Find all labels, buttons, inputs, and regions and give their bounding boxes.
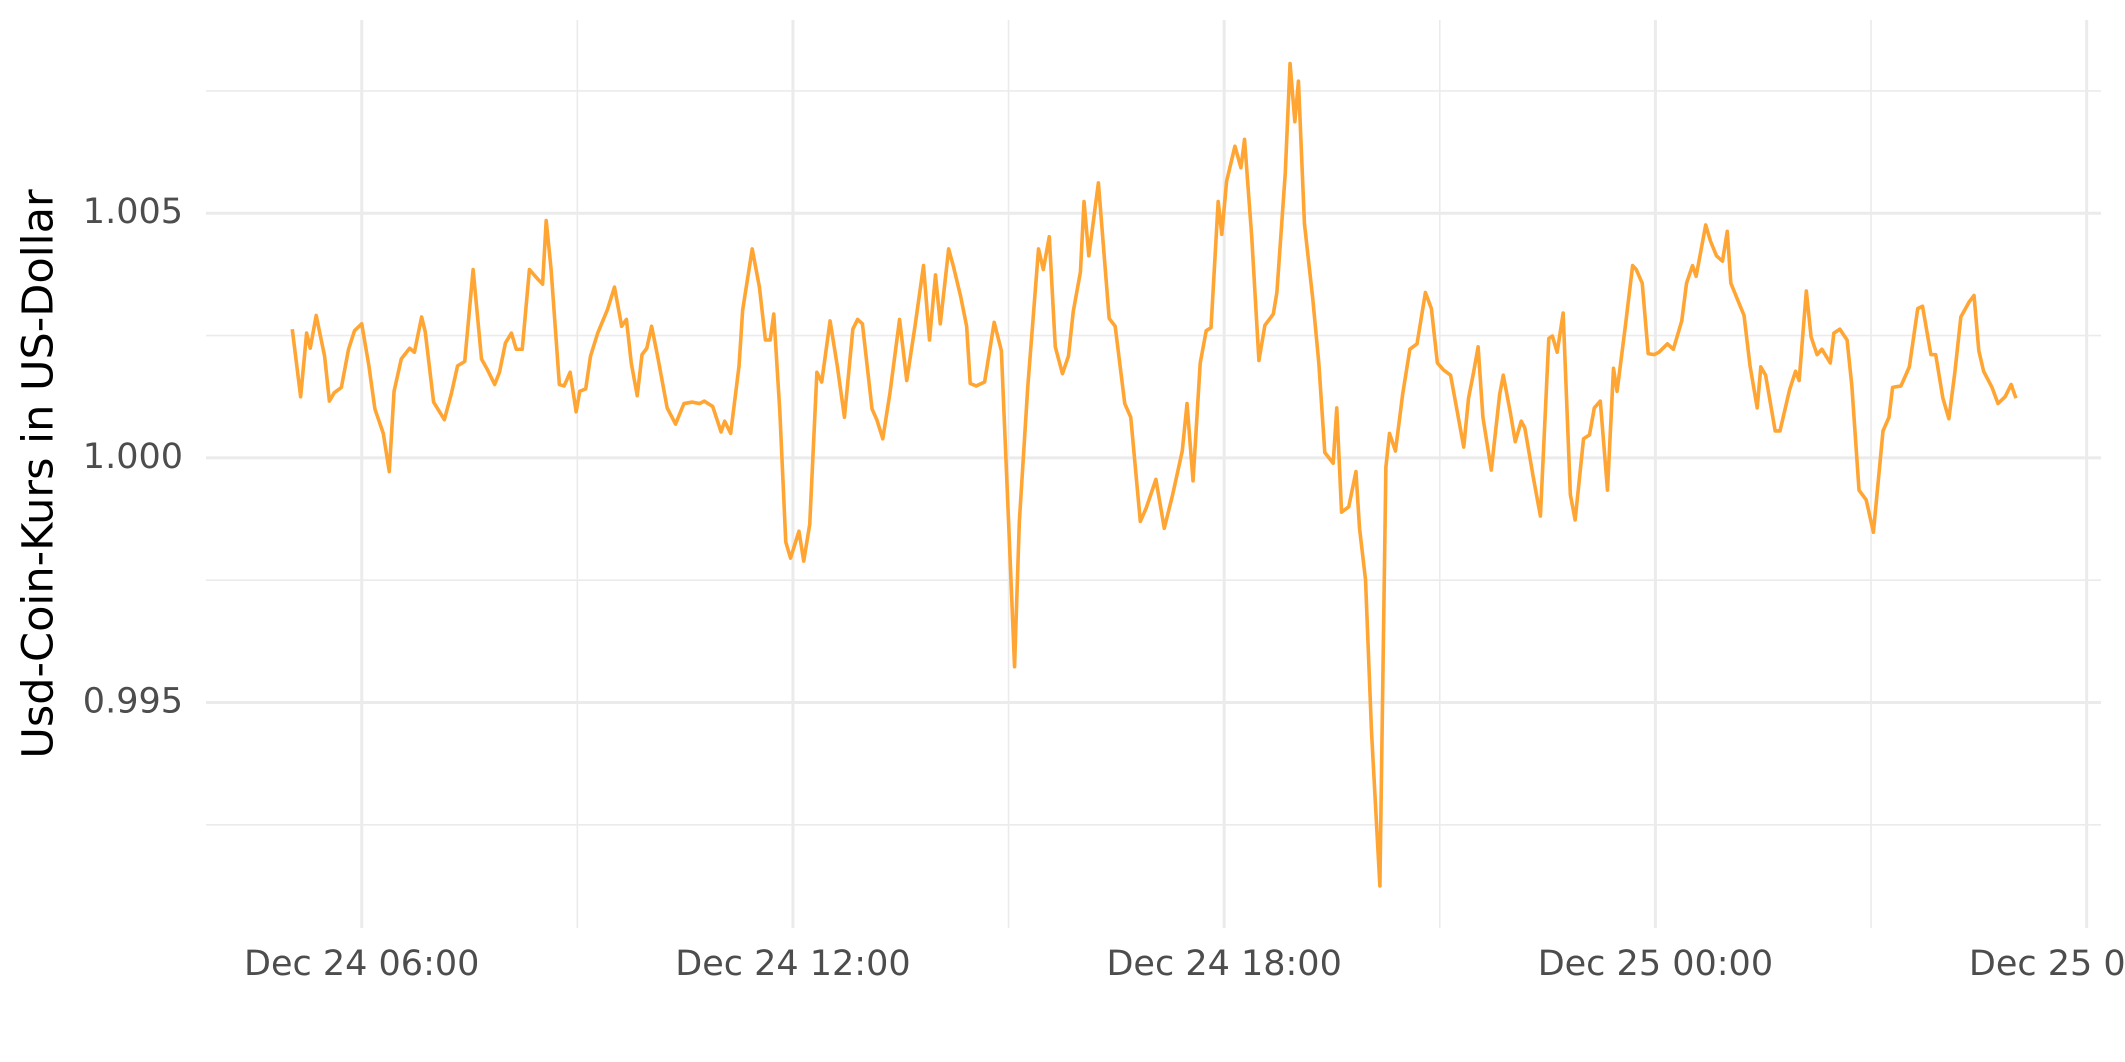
x-tick-label: Dec 24 06:00	[244, 944, 479, 984]
y-axis-title: Usd-Coin-Kurs in US-Dollar	[14, 189, 64, 759]
x-tick-label: Dec 24 12:00	[675, 944, 910, 984]
x-tick-label: Dec 25 00:00	[1538, 944, 1773, 984]
x-tick-label: Dec 25 06:00	[1969, 944, 2125, 984]
price-line	[290, 61, 2018, 888]
y-tick-label: 0.995	[83, 681, 183, 721]
y-tick-label: 1.000	[83, 437, 183, 477]
y-tick-label: 1.005	[83, 192, 183, 232]
x-tick-label: Dec 24 18:00	[1106, 944, 1341, 984]
